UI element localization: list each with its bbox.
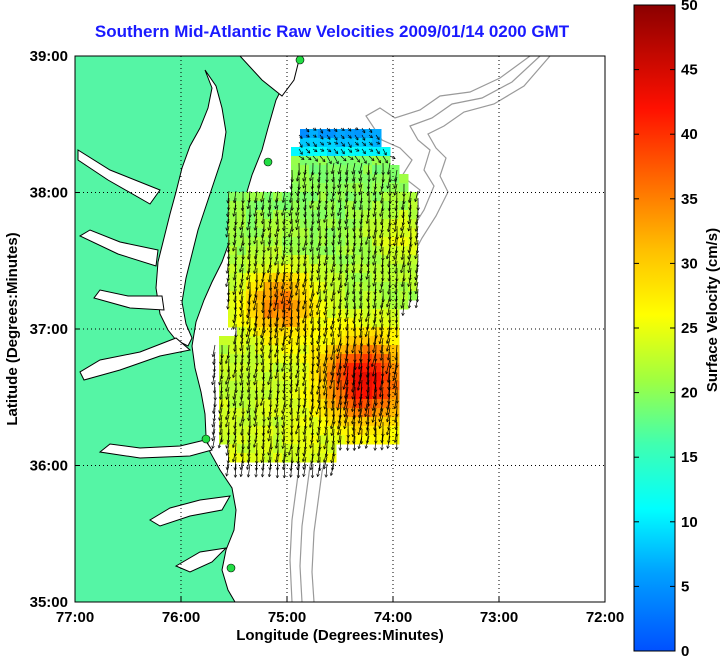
colorbar-label: Surface Velocity (cm/s): [704, 228, 721, 392]
y-axis-label: Latitude (Degrees:Minutes): [4, 232, 21, 425]
radar-station-marker: [201, 434, 211, 444]
map-plot-area: [75, 56, 605, 602]
y-axis-ticks: 35:00 36:00 37:00 38:00 39:00: [30, 48, 80, 611]
colorbar-tick-label: 30: [681, 255, 698, 272]
x-tick-label: 74:00: [374, 609, 412, 626]
colorbar-tick-label: 0: [681, 643, 689, 659]
x-tick-label: 75:00: [268, 609, 306, 626]
y-tick-label: 38:00: [30, 185, 68, 202]
y-tick-label: 37:00: [30, 321, 68, 338]
y-tick-label: 39:00: [30, 48, 68, 65]
x-tick-label: 76:00: [162, 609, 200, 626]
colorbar-tick-label: 40: [681, 126, 698, 143]
colorbar-ticks: 0 5 10 15 20 25 30 35 40 45 50: [634, 0, 698, 659]
velocity-vectors: [211, 127, 420, 479]
colorbar-tick-label: 45: [681, 62, 698, 79]
colorbar: 0 5 10 15 20 25 30 35 40 45 50 Surface Velocity (c…: [633, 0, 721, 659]
radar-station-marker: [226, 563, 236, 573]
x-axis-label: Longitude (Degrees:Minutes): [236, 627, 444, 644]
colorbar-gradient: [633, 4, 676, 652]
x-tick-label: 73:00: [480, 609, 518, 626]
x-tick-label: 77:00: [56, 609, 94, 626]
map-grid: [75, 56, 605, 602]
colorbar-tick-label: 10: [681, 514, 698, 531]
colorbar-tick-label: 20: [681, 385, 698, 402]
x-tick-label: 72:00: [586, 609, 624, 626]
colorbar-tick-label: 25: [681, 320, 698, 337]
radar-station-marker: [295, 56, 305, 65]
colorbar-tick-label: 35: [681, 191, 698, 208]
radar-station-marker: [263, 157, 273, 167]
y-tick-label: 35:00: [30, 594, 68, 611]
colorbar-tick-label: 50: [681, 0, 698, 14]
y-tick-label: 36:00: [30, 458, 68, 475]
colorbar-tick-label: 5: [681, 578, 689, 595]
map-title: Southern Mid-Atlantic Raw Velocities 200…: [94, 22, 570, 41]
colorbar-tick-label: 15: [681, 449, 698, 466]
x-axis-ticks: 77:00 76:00 75:00 74:00 73:00 72:00: [56, 597, 624, 626]
